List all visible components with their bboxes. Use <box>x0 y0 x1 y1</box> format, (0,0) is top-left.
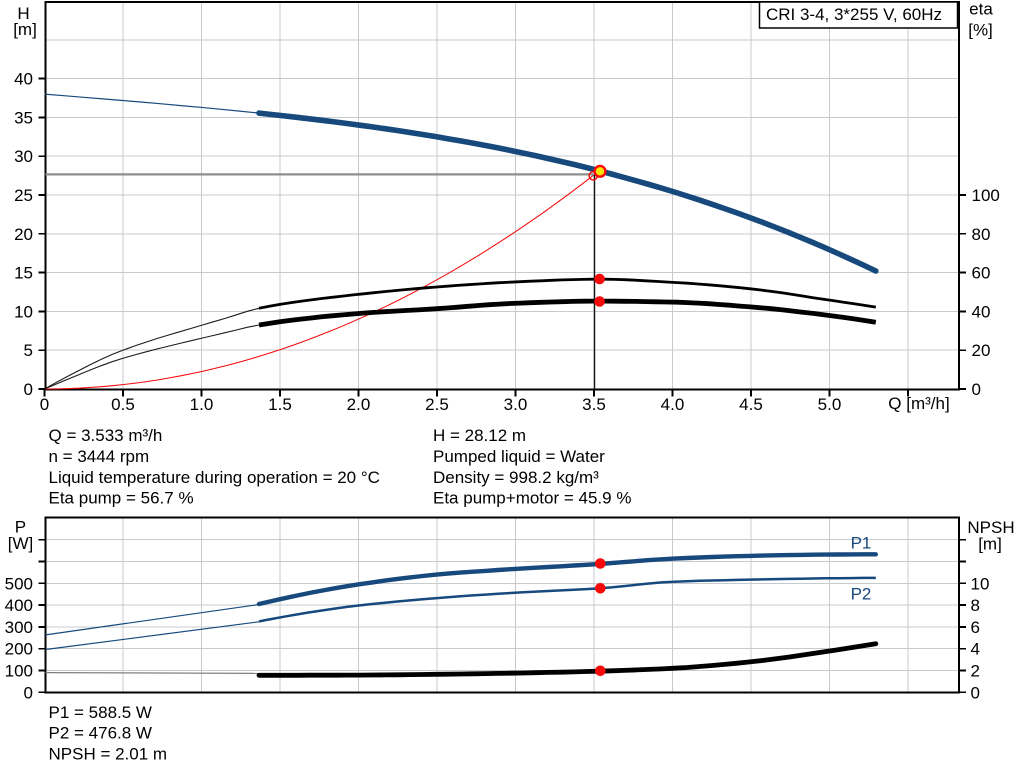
svg-text:4.5: 4.5 <box>739 395 763 414</box>
svg-text:30: 30 <box>14 147 33 166</box>
svg-text:H = 28.12 m: H = 28.12 m <box>433 426 526 445</box>
svg-text:500: 500 <box>5 574 33 593</box>
svg-text:n = 3444 rpm: n = 3444 rpm <box>49 447 150 466</box>
svg-text:1.0: 1.0 <box>190 395 214 414</box>
svg-text:P1: P1 <box>851 534 872 553</box>
svg-text:40: 40 <box>972 302 991 321</box>
svg-text:15: 15 <box>14 264 33 283</box>
svg-text:eta: eta <box>969 0 993 19</box>
svg-text:[W]: [W] <box>8 534 34 553</box>
svg-text:NPSH: NPSH <box>967 518 1014 537</box>
svg-text:100: 100 <box>5 662 33 681</box>
svg-text:5: 5 <box>24 341 33 360</box>
svg-text:35: 35 <box>14 108 33 127</box>
svg-text:3.5: 3.5 <box>582 395 606 414</box>
svg-text:80: 80 <box>972 225 991 244</box>
svg-text:Eta pump+motor = 45.9 %: Eta pump+motor = 45.9 % <box>433 489 631 508</box>
svg-text:60: 60 <box>972 264 991 283</box>
svg-text:P1 = 588.5 W: P1 = 588.5 W <box>49 703 152 722</box>
svg-text:2.5: 2.5 <box>425 395 449 414</box>
svg-text:0: 0 <box>24 683 33 702</box>
svg-text:1.5: 1.5 <box>268 395 292 414</box>
svg-text:[m]: [m] <box>978 535 1002 554</box>
svg-text:8: 8 <box>971 596 980 615</box>
svg-text:[m]: [m] <box>13 20 37 39</box>
svg-text:P2 = 476.8 W: P2 = 476.8 W <box>49 724 152 743</box>
svg-text:CRI 3-4, 3*255 V, 60Hz: CRI 3-4, 3*255 V, 60Hz <box>766 5 942 24</box>
svg-text:25: 25 <box>14 186 33 205</box>
svg-text:200: 200 <box>5 640 33 659</box>
svg-text:[%]: [%] <box>968 21 993 40</box>
svg-text:Q = 3.533 m³/h: Q = 3.533 m³/h <box>49 426 163 445</box>
svg-text:4.0: 4.0 <box>661 395 685 414</box>
svg-text:P2: P2 <box>851 585 872 604</box>
svg-text:3.0: 3.0 <box>504 395 528 414</box>
svg-text:NPSH = 2.01 m: NPSH = 2.01 m <box>49 744 168 763</box>
svg-text:Liquid temperature during oper: Liquid temperature during operation = 20… <box>49 468 380 487</box>
svg-text:0.5: 0.5 <box>111 395 135 414</box>
svg-text:2: 2 <box>971 662 980 681</box>
svg-text:Eta pump = 56.7 %: Eta pump = 56.7 % <box>49 489 194 508</box>
svg-text:400: 400 <box>5 596 33 615</box>
svg-text:0: 0 <box>24 380 33 399</box>
svg-text:H: H <box>17 4 29 23</box>
svg-text:100: 100 <box>972 186 1000 205</box>
svg-text:20: 20 <box>14 225 33 244</box>
svg-text:Q [m³/h]: Q [m³/h] <box>888 394 949 413</box>
svg-text:0: 0 <box>971 683 980 702</box>
svg-text:10: 10 <box>971 574 990 593</box>
svg-text:0: 0 <box>972 380 981 399</box>
svg-text:2.0: 2.0 <box>347 395 371 414</box>
svg-text:Density = 998.2 kg/m³: Density = 998.2 kg/m³ <box>433 468 599 487</box>
svg-text:Pumped liquid = Water: Pumped liquid = Water <box>433 447 605 466</box>
svg-text:10: 10 <box>14 302 33 321</box>
svg-text:6: 6 <box>971 618 980 637</box>
svg-text:4: 4 <box>971 640 980 659</box>
svg-text:20: 20 <box>972 341 991 360</box>
svg-text:300: 300 <box>5 618 33 637</box>
svg-text:P: P <box>15 518 26 537</box>
svg-text:40: 40 <box>14 70 33 89</box>
svg-text:0: 0 <box>40 395 49 414</box>
svg-text:5.0: 5.0 <box>818 395 842 414</box>
